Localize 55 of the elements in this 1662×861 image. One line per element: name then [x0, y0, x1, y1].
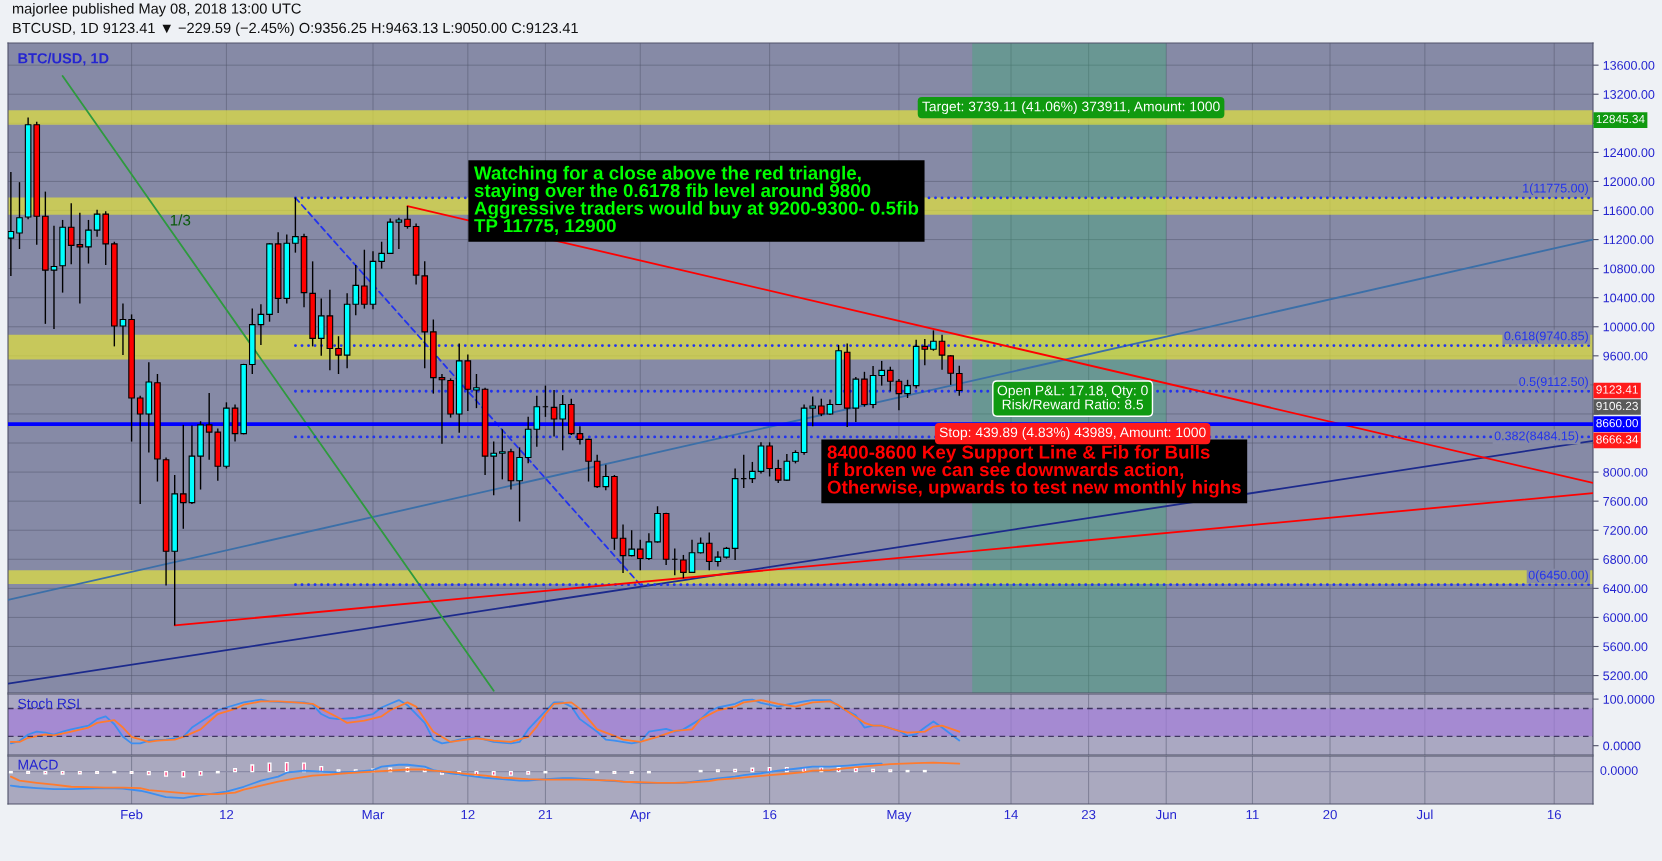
annotation: Target: 3739.11 (41.06%) 373911, Amount: 1000 — [922, 101, 1220, 115]
y-tick-label: 10400.00 — [1603, 293, 1655, 303]
chart-title: MACD — [18, 759, 58, 770]
y-tick-label: 5600.00 — [1603, 642, 1648, 652]
text: BTC/USD, 1D — [18, 52, 109, 66]
x-tick-label: Mar — [362, 810, 385, 820]
y-tick-label: 10000.00 — [1603, 322, 1655, 332]
y-tick-label: 5200.00 — [1603, 671, 1648, 681]
y-tick-label: 100.0000 — [1603, 694, 1655, 704]
annotation: Open P&L: 17.18, Qty: 0 Risk/Reward Ratio: 8.5 — [997, 385, 1148, 410]
y-tick-label: 7200.00 — [1603, 526, 1648, 535]
y-tick-label: 6800.00 — [1603, 555, 1648, 564]
series-label: 0.382(8484.15) — [1494, 431, 1579, 443]
annotation: 1/3 — [170, 214, 191, 226]
chart-title: Stoch RSI — [18, 698, 79, 709]
text: 9106.23 — [1596, 401, 1638, 411]
text: 12845.34 — [1596, 114, 1645, 124]
annotation: Stop: 439.89 (4.83%) 43989, Amount: 1000 — [939, 427, 1206, 440]
x-tick-label: 11 — [1246, 810, 1259, 820]
y-tick-label: 6400.00 — [1603, 584, 1648, 594]
annotation: 8400-8600 Key Support Line & Fib for Bulls If broken we can see downwards action, Otherwise, upwards to test new monthly highs — [827, 445, 1241, 498]
y-tick-label: 0.0000 — [1603, 741, 1641, 751]
y-tick-label: 12400.00 — [1603, 148, 1655, 158]
y-tick-label: 9600.00 — [1603, 351, 1648, 361]
y-tick-label: 11200.00 — [1603, 235, 1654, 245]
x-tick-label: 16 — [1547, 809, 1561, 820]
ref-line-label: 8660.00 — [1596, 418, 1638, 428]
x-tick-label: Jun — [1155, 810, 1176, 820]
x-tick-label: Feb — [121, 809, 143, 820]
y-tick-label: 12000.00 — [1603, 177, 1655, 187]
x-tick-label: 21 — [538, 809, 553, 820]
text: 8666.34 — [1596, 435, 1639, 444]
series-label: 0.5(9112.50) — [1519, 376, 1588, 389]
annotation: Watching for a close above the red triangle, staying over the 0.6178 fib level around 9800 Aggressive traders would buy at 9200-9300- 0.5fib TP 11775, 12900 — [474, 165, 919, 236]
x-tick-label: May — [887, 810, 912, 822]
series-label: 0(6450.00) — [1528, 570, 1588, 582]
x-tick-label: 12 — [461, 809, 475, 820]
x-tick-label: 16 — [763, 809, 777, 820]
y-tick-label: 10800.00 — [1603, 264, 1655, 274]
series-label: 1(11775.00) — [1523, 183, 1588, 195]
x-tick-label: 14 — [1004, 810, 1018, 820]
y-tick-label: 13200.00 — [1603, 90, 1655, 99]
y-tick-label: 8000.00 — [1603, 467, 1648, 477]
x-tick-label: 20 — [1323, 809, 1337, 820]
x-tick-label: Jul — [1416, 809, 1433, 820]
text: 9123.41 — [1596, 385, 1638, 394]
chart-subtitle: majorlee published May 08, 2018 13:00 UTC BTCUSD, 1D 9123.41 ▼ −229.59 (−2.45%) O:9356.25 H:9463.13 L:9050.00 C:9123.41 — [12, 3, 578, 36]
y-tick-label: 13600.00 — [1603, 60, 1655, 70]
series-label: 0.618(9740.85) — [1504, 331, 1588, 343]
y-tick-label: 11600.00 — [1603, 206, 1654, 216]
x-tick-label: Apr — [630, 810, 651, 822]
y-tick-label: 6000.00 — [1603, 613, 1648, 623]
x-tick-label: 23 — [1081, 809, 1096, 820]
x-tick-label: 12 — [220, 809, 234, 820]
y-tick-label: 7600.00 — [1603, 496, 1648, 506]
